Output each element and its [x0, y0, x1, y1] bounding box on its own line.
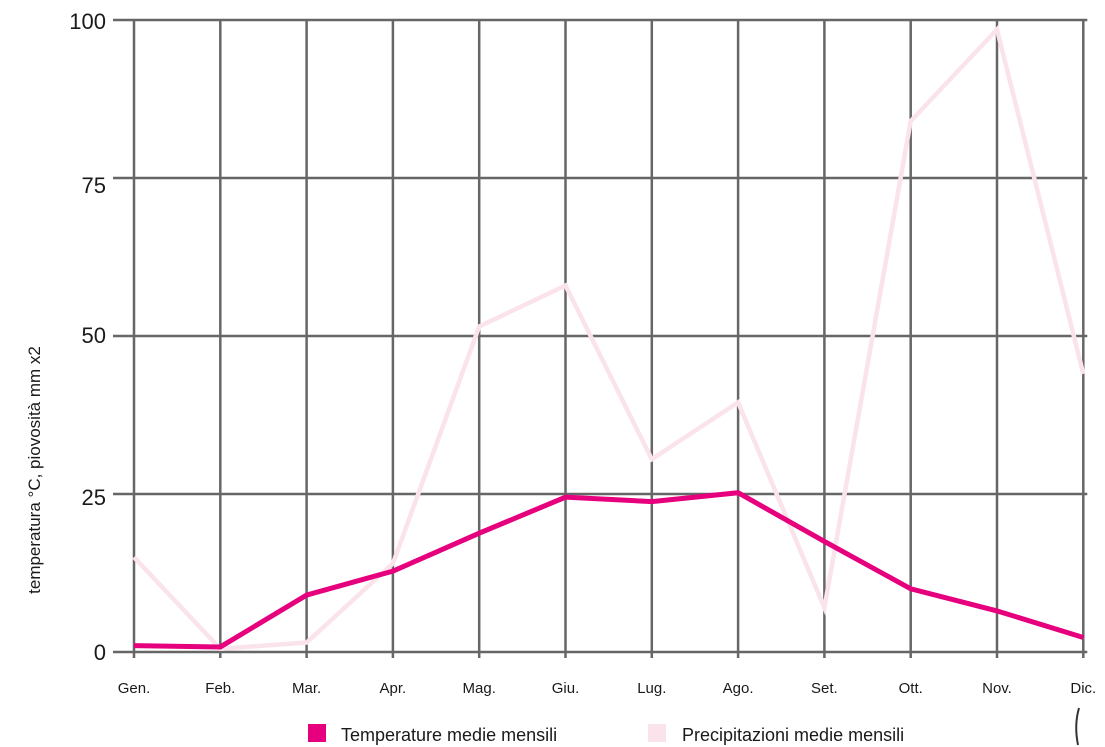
- edge-mark: [1075, 707, 1080, 746]
- legend-label-temperature: Temperature medie mensili: [341, 725, 557, 745]
- y-axis-label: temperatura °C, piovosità mm x2: [25, 346, 44, 594]
- legend-swatch-temperature: [308, 724, 326, 742]
- y-tick-label: 50: [82, 323, 106, 348]
- series-layer: [132, 24, 1086, 652]
- x-tick-label: Ott.: [899, 680, 923, 697]
- legend-label-precipitation: Precipitazioni medie mensili: [682, 725, 904, 745]
- series-line-precipitation: [132, 24, 1086, 652]
- x-tick-label: Lug.: [637, 680, 666, 697]
- x-tick-label: Feb.: [205, 680, 235, 697]
- x-axis-ticks: Gen. Feb. Mar. Apr. Mag. Giu. Lug. Ago. Set. Ott.…: [118, 680, 1096, 697]
- x-tick-label: Nov.: [982, 680, 1012, 697]
- legend: Temperature medie mensili Precipitazioni…: [308, 724, 904, 745]
- x-tick-label: Ago.: [723, 680, 754, 697]
- legend-swatch-precipitation: [648, 724, 666, 742]
- y-tick-label: 100: [69, 9, 106, 34]
- y-tick-label: 75: [82, 173, 106, 198]
- x-tick-label: Mag.: [463, 680, 496, 697]
- x-tick-label: Set.: [811, 680, 838, 697]
- x-tick-label: Apr.: [380, 680, 407, 697]
- y-axis-ticks: 0 25 50 75 100: [69, 9, 106, 665]
- y-tick-label: 25: [82, 485, 106, 510]
- y-tick-label: 0: [94, 640, 106, 665]
- x-tick-label: Dic.: [1070, 680, 1096, 697]
- series-line-temperature: [133, 490, 1085, 650]
- x-tick-label: Gen.: [118, 680, 151, 697]
- x-tick-label: Mar.: [292, 680, 321, 697]
- x-tick-label: Giu.: [552, 680, 580, 697]
- grid: [113, 18, 1088, 658]
